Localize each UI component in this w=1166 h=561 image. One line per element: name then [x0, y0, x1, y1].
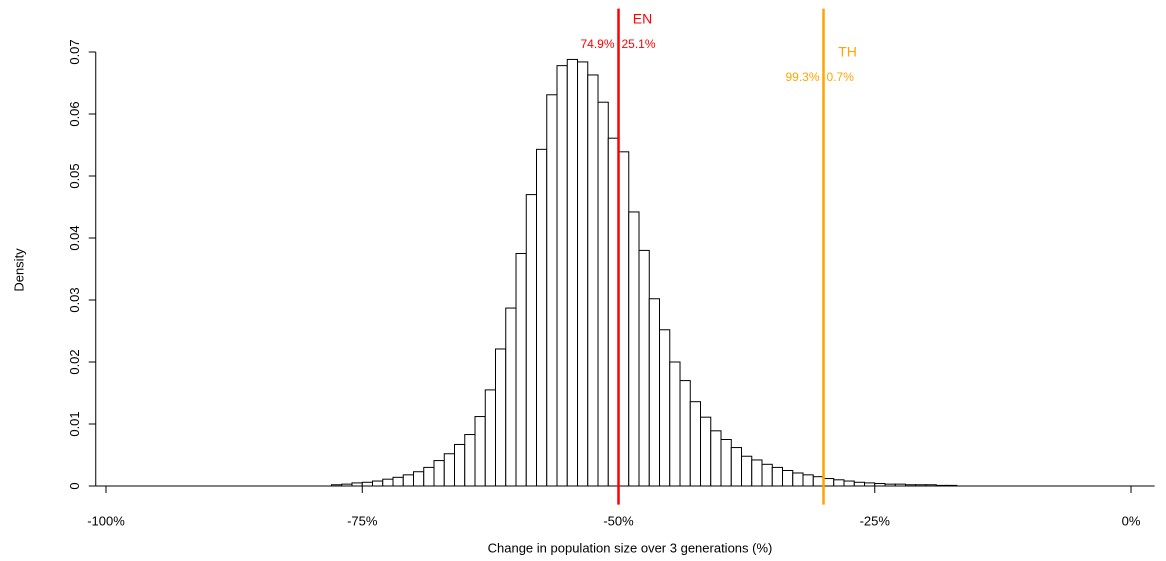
- bar: [771, 466, 784, 487]
- bar: [556, 65, 568, 487]
- y-tick-label: 0.06: [67, 101, 82, 126]
- bar: [812, 476, 825, 487]
- bar: [372, 480, 384, 487]
- bar: [577, 61, 589, 487]
- threshold-right-label: 0.7%: [827, 70, 855, 84]
- bar: [751, 459, 763, 487]
- y-tick-label: 0.01: [67, 411, 82, 436]
- bar: [515, 253, 527, 487]
- bar: [618, 151, 630, 487]
- bar: [566, 58, 579, 487]
- bar: [710, 430, 722, 487]
- bar: [546, 94, 558, 487]
- bar: [464, 434, 476, 487]
- threshold-name: TH: [838, 44, 857, 60]
- bar: [392, 476, 404, 487]
- bar: [495, 348, 507, 487]
- x-tick-label: -100%: [87, 513, 125, 528]
- bar: [843, 480, 855, 487]
- bar: [741, 455, 753, 487]
- x-tick-label: 0%: [1122, 513, 1141, 528]
- bar: [474, 416, 486, 487]
- bar: [730, 447, 743, 487]
- bar: [382, 478, 394, 487]
- bar: [443, 453, 456, 487]
- bar: [782, 470, 794, 487]
- bar: [454, 443, 466, 487]
- bar: [669, 361, 681, 487]
- bar: [833, 479, 845, 487]
- bar: [720, 439, 732, 487]
- bar: [505, 307, 517, 487]
- bar: [659, 329, 671, 487]
- bar: [402, 474, 415, 487]
- y-axis-label: Density: [11, 248, 26, 292]
- y-tick-label: 0.07: [67, 39, 82, 64]
- bar: [361, 481, 374, 487]
- bar: [423, 466, 435, 487]
- bar: [484, 389, 497, 487]
- y-tick-label: 0.04: [67, 225, 82, 250]
- y-tick-label: 0.02: [67, 349, 82, 374]
- x-axis-label: Change in population size over 3 generat…: [488, 540, 773, 555]
- bar: [413, 471, 425, 487]
- bar: [607, 137, 620, 487]
- bar: [761, 463, 773, 487]
- bar: [802, 474, 814, 487]
- threshold-left-label: 74.9%: [580, 37, 614, 51]
- bar: [536, 148, 548, 487]
- threshold-right-label: 25.1%: [622, 37, 656, 51]
- x-tick-label: -25%: [860, 513, 891, 528]
- bar: [638, 249, 650, 487]
- bar: [587, 74, 599, 487]
- bar: [689, 401, 702, 487]
- x-tick-label: -50%: [603, 513, 634, 528]
- bar: [648, 298, 661, 487]
- bar: [433, 460, 445, 487]
- y-tick-label: 0.03: [67, 287, 82, 312]
- y-tick-label: 0: [67, 482, 82, 489]
- bar: [525, 194, 538, 487]
- bar: [679, 380, 691, 487]
- bar: [628, 211, 640, 487]
- bar: [700, 416, 712, 487]
- y-tick-label: 0.05: [67, 163, 82, 188]
- bar: [823, 478, 835, 487]
- bar: [792, 472, 804, 487]
- bar: [853, 481, 866, 487]
- bar: [597, 101, 609, 487]
- threshold-left-label: 99.3%: [785, 70, 819, 84]
- x-tick-label: -75%: [347, 513, 378, 528]
- threshold-name: EN: [633, 11, 652, 27]
